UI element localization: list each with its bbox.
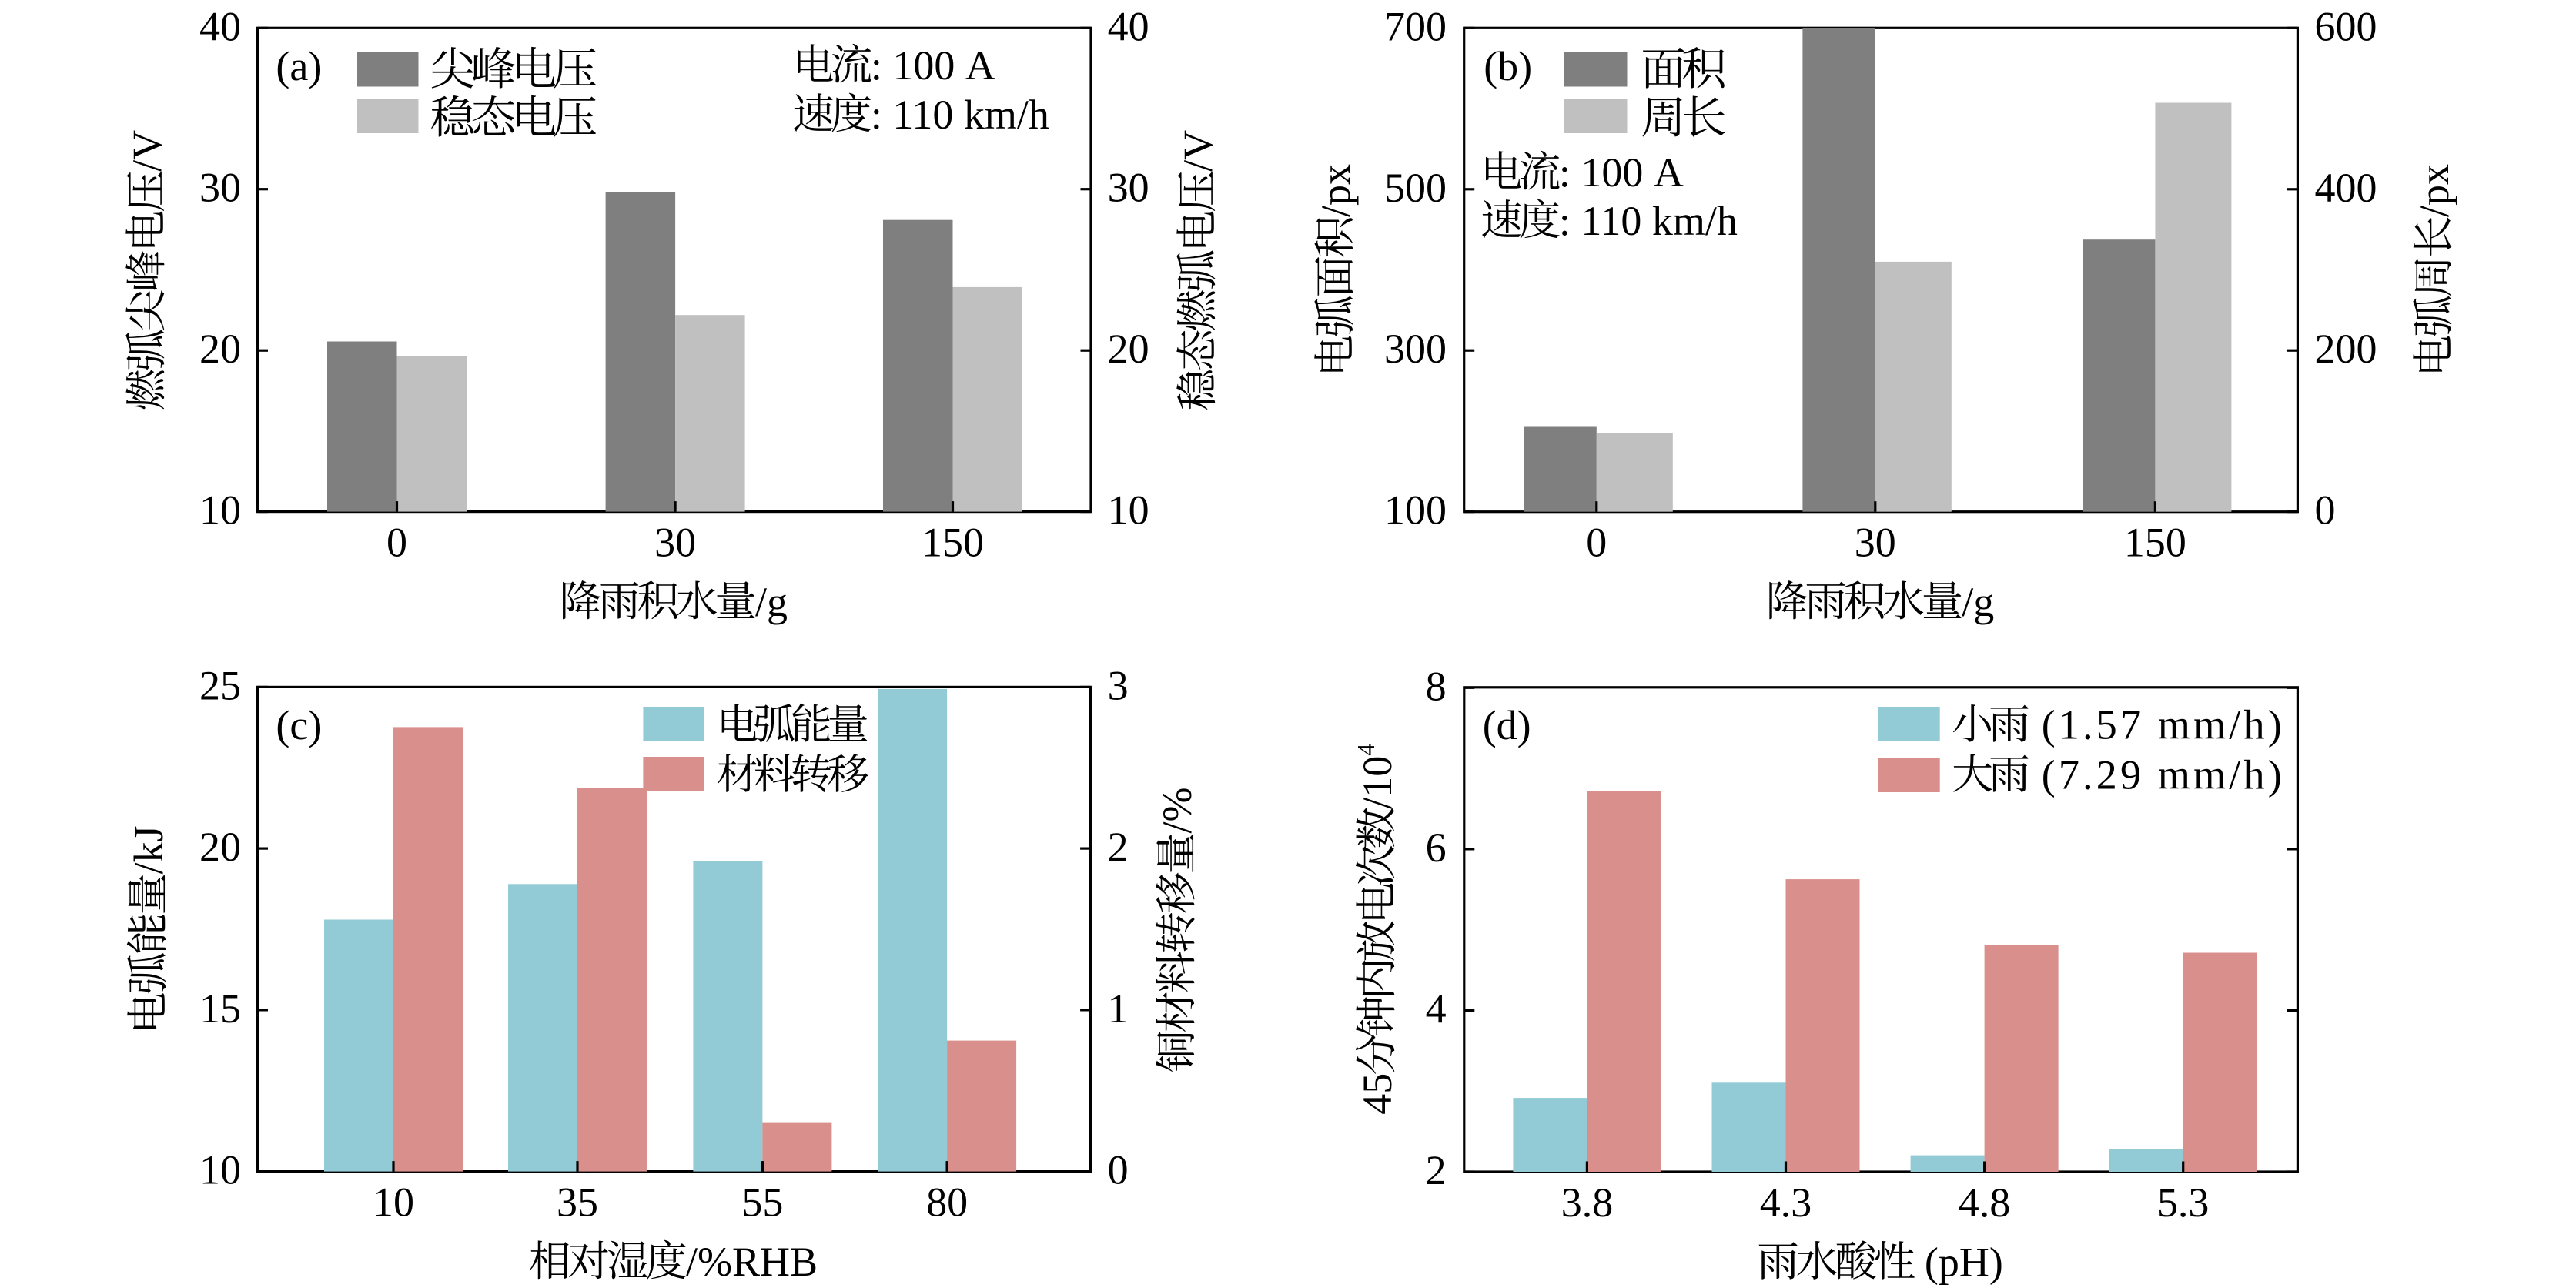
svg-text:10: 10 (1108, 487, 1149, 534)
svg-text:300: 300 (1384, 326, 1447, 372)
svg-text:35: 35 (557, 1179, 598, 1226)
svg-text:30: 30 (1108, 165, 1149, 211)
svg-text:/px: /px (2411, 164, 2457, 217)
svg-text:20: 20 (199, 824, 241, 870)
svg-text:/%: /% (1154, 788, 1200, 834)
svg-text:0: 0 (2315, 487, 2336, 534)
svg-text:/px: /px (1313, 164, 1359, 217)
svg-text:4: 4 (1352, 744, 1380, 756)
svg-text:(a): (a) (276, 43, 322, 89)
svg-text:40: 40 (199, 3, 241, 49)
svg-text:/10: /10 (1354, 756, 1400, 809)
svg-text:700: 700 (1384, 3, 1447, 49)
svg-text:30: 30 (654, 520, 696, 566)
svg-text:: 110 km/h: : 110 km/h (1559, 198, 1738, 244)
svg-text:: 100 A: : 100 A (871, 42, 995, 89)
svg-text:(d): (d) (1483, 702, 1531, 748)
svg-text:(b): (b) (1484, 43, 1532, 89)
svg-text:0: 0 (1108, 1147, 1129, 1193)
svg-text:: 110 km/h: : 110 km/h (871, 92, 1049, 138)
svg-text:5.3: 5.3 (2157, 1179, 2210, 1226)
svg-text:3.8: 3.8 (1561, 1179, 1614, 1226)
svg-text:150: 150 (922, 520, 984, 566)
svg-text:200: 200 (2315, 326, 2377, 372)
svg-text:500: 500 (1384, 165, 1447, 211)
svg-text:600: 600 (2315, 3, 2377, 49)
svg-text:45: 45 (1354, 1073, 1400, 1115)
svg-text:20: 20 (1108, 326, 1149, 372)
svg-text:2: 2 (1108, 824, 1129, 870)
svg-text:/V: /V (1175, 130, 1221, 172)
svg-text:0: 0 (1586, 520, 1607, 566)
svg-text:: 100 A: : 100 A (1559, 149, 1684, 196)
svg-text:25: 25 (199, 662, 241, 708)
svg-text:2: 2 (1426, 1147, 1447, 1193)
svg-text:/V: /V (124, 130, 170, 172)
svg-text:30: 30 (199, 165, 241, 211)
svg-text:8: 8 (1426, 663, 1447, 709)
svg-text:40: 40 (1108, 3, 1149, 49)
svg-text:3: 3 (1108, 662, 1129, 708)
svg-text:(1.57 mm/h): (1.57 mm/h) (2028, 702, 2285, 748)
svg-text:/g: /g (1962, 579, 1994, 625)
svg-text:/g: /g (755, 579, 788, 625)
svg-text:100: 100 (1384, 487, 1447, 534)
svg-text:20: 20 (199, 326, 241, 372)
svg-text:10: 10 (199, 1147, 241, 1193)
svg-text:(c): (c) (276, 702, 322, 748)
svg-text:30: 30 (1855, 520, 1896, 566)
svg-text:(7.29 mm/h): (7.29 mm/h) (2028, 752, 2285, 798)
svg-text:/kJ: /kJ (125, 825, 172, 874)
svg-text:(pH): (pH) (1914, 1239, 2002, 1286)
svg-text:10: 10 (373, 1179, 414, 1226)
svg-text:/%RHB: /%RHB (686, 1239, 818, 1285)
svg-text:1: 1 (1108, 985, 1129, 1032)
svg-text:6: 6 (1426, 825, 1447, 871)
svg-text:15: 15 (199, 985, 241, 1032)
svg-text:150: 150 (2124, 520, 2186, 566)
svg-text:4: 4 (1426, 985, 1447, 1032)
svg-text:4.8: 4.8 (1959, 1179, 2011, 1226)
svg-text:55: 55 (741, 1179, 783, 1226)
svg-text:80: 80 (926, 1179, 968, 1226)
svg-text:0: 0 (386, 520, 407, 566)
svg-text:400: 400 (2315, 165, 2377, 211)
svg-text:10: 10 (199, 487, 241, 534)
svg-text:4.3: 4.3 (1760, 1179, 1812, 1226)
